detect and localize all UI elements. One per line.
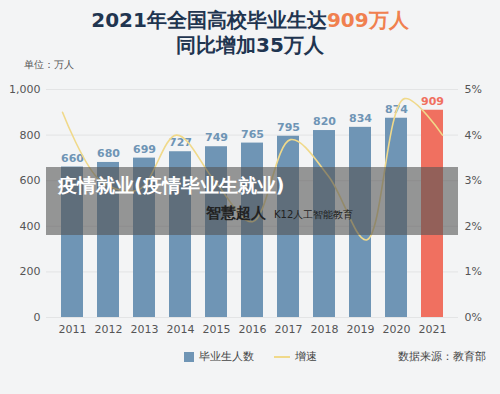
- html-text:智慧超人: 智慧超人: [206, 204, 266, 222]
- html-text:K12人工智能教育: K12人工智能教育: [274, 209, 354, 220]
- svg-text:800: 800: [20, 129, 41, 142]
- svg-text:2017: 2017: [275, 323, 303, 336]
- svg-text:2011: 2011: [59, 323, 87, 336]
- svg-text:2015: 2015: [203, 323, 231, 336]
- html-text:单位：万人: 单位：万人: [24, 59, 74, 70]
- svg-text:834: 834: [349, 112, 372, 125]
- html-text:毕业生人数: 毕业生人数: [198, 350, 254, 363]
- html-text:疫情就业(疫情毕业生就业): 疫情就业(疫情毕业生就业): [58, 174, 285, 196]
- html-text:数据来源：教育部: 数据来源：教育部: [398, 350, 486, 363]
- html-text:增速: 增速: [294, 350, 317, 363]
- svg-text:0%: 0%: [465, 311, 482, 324]
- svg-text:2019: 2019: [347, 323, 375, 336]
- html-text:同比增加35万人: 同比增加35万人: [176, 33, 324, 57]
- svg-text:680: 680: [97, 147, 120, 160]
- svg-text:0: 0: [34, 311, 41, 324]
- svg-text:765: 765: [241, 128, 264, 141]
- svg-text:5%: 5%: [465, 83, 482, 96]
- svg-text:820: 820: [313, 115, 336, 128]
- svg-text:2018: 2018: [311, 323, 339, 336]
- svg-text:200: 200: [20, 265, 41, 278]
- svg-text:1,000: 1,000: [9, 83, 41, 96]
- svg-text:3%: 3%: [465, 174, 482, 187]
- svg-text:2020: 2020: [383, 323, 411, 336]
- svg-text:795: 795: [277, 121, 300, 134]
- svg-text:874: 874: [385, 103, 408, 116]
- svg-text:4%: 4%: [465, 129, 482, 142]
- svg-text:2013: 2013: [131, 323, 159, 336]
- svg-text:660: 660: [61, 152, 84, 165]
- svg-text:909: 909: [421, 95, 444, 108]
- svg-text:749: 749: [205, 131, 228, 144]
- svg-text:600: 600: [20, 174, 41, 187]
- svg-text:2021: 2021: [419, 323, 447, 336]
- svg-text:400: 400: [20, 220, 41, 233]
- svg-text:727: 727: [169, 136, 192, 149]
- svg-text:2014: 2014: [167, 323, 195, 336]
- svg-text:1%: 1%: [465, 265, 482, 278]
- html-text:2021年全国高校毕业生达909万人: 2021年全国高校毕业生达909万人: [91, 8, 409, 32]
- svg-text:2012: 2012: [95, 323, 123, 336]
- svg-text:699: 699: [133, 143, 156, 156]
- svg-text:2%: 2%: [465, 220, 482, 233]
- svg-text:2016: 2016: [239, 323, 267, 336]
